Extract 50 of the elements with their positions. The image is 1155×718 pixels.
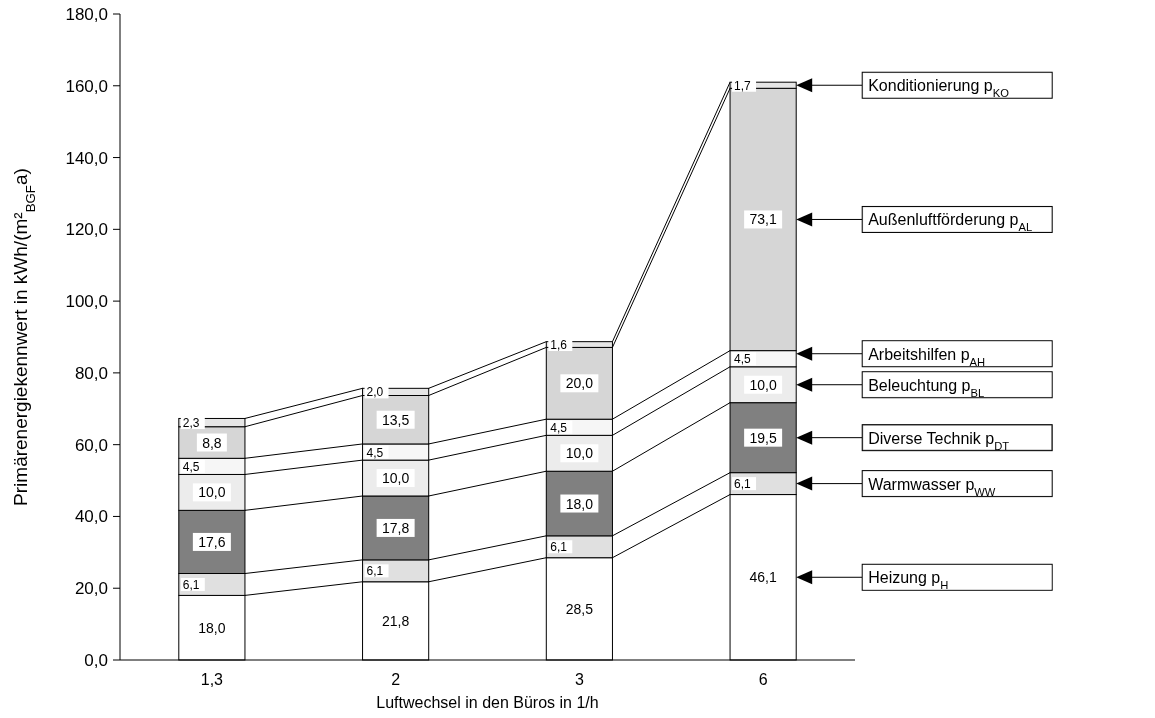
- data-label: 28,5: [565, 600, 594, 617]
- data-label: 2,3: [182, 416, 200, 431]
- data-label: 46,1: [749, 569, 777, 586]
- legend-label: Außenluftförderung p$_{AL}$: [868, 211, 1033, 234]
- y-tick-label: 20,0: [74, 579, 108, 599]
- data-label: 2,0: [366, 385, 384, 400]
- data-label: 17,6: [198, 533, 226, 550]
- y-tick-label: 160,0: [65, 76, 108, 96]
- data-label: 6,1: [182, 577, 200, 592]
- y-tick-label: 0,0: [84, 651, 108, 670]
- data-label: 73,1: [749, 211, 777, 228]
- x-tick-label: 2: [391, 671, 401, 688]
- data-label: 18,0: [565, 495, 594, 512]
- data-label: 4,5: [550, 420, 568, 435]
- y-tick-label: 140,0: [65, 148, 108, 168]
- legend-label: Heizung p$_{H}$: [868, 569, 949, 592]
- data-label: 4,5: [366, 445, 384, 460]
- data-label: 20,0: [565, 375, 594, 392]
- data-label: 4,5: [182, 459, 200, 474]
- data-label: 10,0: [749, 376, 777, 393]
- legend-label: Konditionierung p$_{KO}$: [868, 77, 1010, 100]
- data-label: 19,5: [749, 429, 777, 446]
- data-label: 6,1: [366, 564, 384, 579]
- x-axis-title: Luftwechsel in den Büros in 1/h: [376, 694, 599, 711]
- legend-label: Arbeitshilfen p$_{AH}$: [868, 345, 986, 368]
- data-label: 17,8: [382, 519, 410, 536]
- data-label: 10,0: [198, 484, 226, 501]
- legend-label: Diverse Technik p$_{DT}$: [868, 429, 1010, 452]
- data-label: 4,5: [734, 352, 752, 367]
- data-label: 10,0: [382, 470, 410, 487]
- legend-label: Beleuchtung p$_{BL}$: [868, 376, 985, 399]
- y-tick-label: 80,0: [74, 363, 108, 383]
- data-label: 1,6: [550, 338, 568, 353]
- data-label: 6,1: [550, 540, 568, 555]
- y-tick-label: 120,0: [65, 220, 108, 240]
- data-label: 21,8: [382, 612, 410, 629]
- y-tick-label: 180,0: [65, 5, 108, 24]
- data-label: 10,0: [565, 445, 594, 462]
- data-label: 6,1: [734, 477, 752, 492]
- x-tick-label: 6: [758, 671, 768, 688]
- data-label: 8,8: [202, 434, 222, 451]
- y-tick-label: 100,0: [65, 292, 108, 312]
- x-tick-label: 3: [574, 671, 584, 688]
- legend-label: Warmwasser p$_{WW}$: [868, 475, 996, 498]
- x-tick-label: 1,3: [200, 671, 224, 688]
- y-tick-label: 60,0: [74, 435, 108, 455]
- data-label: 18,0: [198, 619, 226, 636]
- y-tick-label: 40,0: [74, 507, 108, 527]
- data-label: 1,7: [734, 78, 752, 93]
- data-label: 13,5: [382, 411, 410, 428]
